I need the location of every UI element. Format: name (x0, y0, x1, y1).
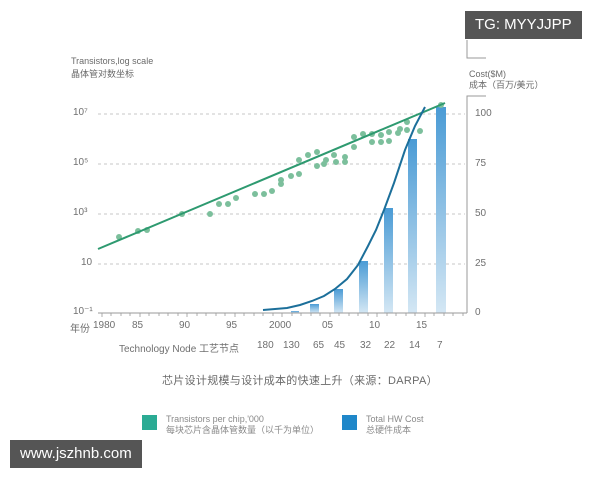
x-year-15: 15 (416, 320, 428, 331)
x-year-2000: 2000 (269, 320, 292, 331)
legend-swatch-transistors (142, 415, 157, 430)
transistor-trend-line (97, 102, 446, 250)
right-tick-75: 75 (475, 158, 487, 169)
x-node-label: Technology Node 工艺节点 (119, 344, 240, 355)
left-axis-title-zh: 晶体管对数坐标 (71, 69, 135, 79)
transistor-dots (116, 102, 444, 240)
chart-caption: 芯片设计规模与设计成本的快速上升（来源：DARPA） (162, 375, 438, 387)
x-year-95: 95 (226, 320, 238, 331)
right-axis-title-zh: 成本（百万/美元） (469, 80, 544, 90)
gridlines (98, 113, 465, 265)
left-tick-1e-1: 10⁻¹ (73, 306, 93, 317)
legend-swatch-cost (342, 415, 357, 430)
right-tick-50: 50 (475, 208, 487, 219)
x-node-130: 130 (283, 340, 300, 351)
x-year-05: 05 (322, 320, 334, 331)
legend-label-cost-en: Total HW Cost (366, 414, 424, 424)
legend: Transistors per chip,'000 每块芯片含晶体管数量（以千为… (142, 413, 482, 443)
right-tick-25: 25 (475, 258, 487, 269)
watermark-bottom: www.jszhnb.com (10, 440, 142, 468)
right-tick-100: 100 (475, 108, 492, 119)
x-node-7: 7 (437, 340, 443, 351)
x-axis-ticks (101, 313, 464, 317)
legend-label-transistors-en: Transistors per chip,'000 (166, 414, 264, 424)
x-node-22: 22 (384, 340, 396, 351)
x-year-10: 10 (369, 320, 381, 331)
x-year-1980: 1980 (93, 320, 116, 331)
left-axis-title-en: Transistors,log scale (71, 56, 154, 66)
x-node-180: 180 (257, 340, 274, 351)
left-tick-10: 10 (81, 257, 93, 268)
left-tick-1e7: 10⁷ (73, 107, 88, 118)
right-tick-0: 0 (475, 307, 481, 318)
left-tick-1e3: 10³ (73, 207, 88, 218)
x-node-45: 45 (334, 340, 346, 351)
x-node-14: 14 (409, 340, 421, 351)
legend-label-transistors-zh: 每块芯片含晶体管数量（以千为单位） (166, 425, 320, 435)
right-axis-title-en: Cost($M) (469, 69, 507, 79)
legend-label-cost-zh: 总硬件成本 (366, 425, 412, 435)
x-node-32: 32 (360, 340, 372, 351)
cost-bars (291, 107, 446, 313)
x-year-85: 85 (132, 320, 144, 331)
right-axis-line (466, 40, 486, 313)
left-tick-1e5: 10⁵ (73, 157, 89, 168)
x-node-65: 65 (313, 340, 325, 351)
cost-curve (262, 106, 426, 311)
x-year-90: 90 (179, 320, 191, 331)
x-year-label: 年份 (70, 324, 90, 335)
watermark-top: TG: MYYJJPP (465, 11, 582, 39)
